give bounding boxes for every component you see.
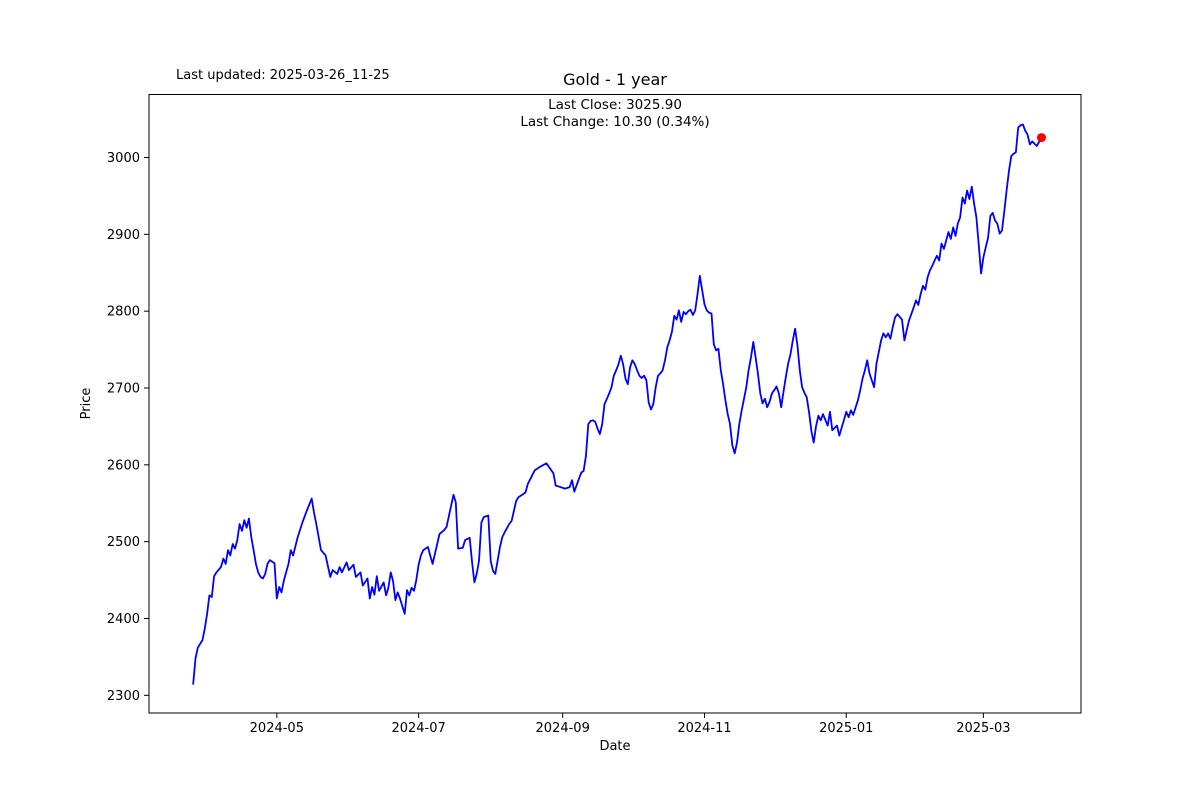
x-tick-label: 2025-03 [956, 721, 1010, 736]
last-updated-annotation: Last updated: 2025-03-26_11-25 [176, 68, 390, 83]
y-tick-label: 2700 [107, 381, 140, 396]
price-line [192, 123, 1043, 685]
plot-frame [148, 94, 1082, 714]
y-tick-label: 2600 [107, 458, 140, 473]
x-tick-label: 2025-01 [819, 721, 873, 736]
y-axis-ticks: 2300 2400 2500 2600 2700 2800 2900 3000 [107, 151, 149, 704]
last-close-annotation: Last Close: 3025.90 [548, 97, 682, 113]
y-tick-label: 2500 [107, 535, 140, 550]
last-close-marker [1037, 133, 1046, 143]
x-tick-label: 2024-07 [391, 721, 445, 736]
y-tick-label: 2300 [107, 689, 140, 704]
x-tick-label: 2024-05 [250, 721, 304, 736]
chart-title: Gold - 1 year [563, 70, 667, 89]
y-tick-label: 2900 [107, 228, 140, 243]
x-axis-ticks: 2024-05 2024-07 2024-09 2024-11 2025-01 2025-… [250, 713, 1011, 736]
x-axis-label: Date [599, 739, 630, 754]
y-tick-label: 3000 [107, 151, 140, 166]
y-tick-label: 2400 [107, 612, 140, 627]
x-tick-label: 2024-11 [677, 721, 731, 736]
price-line-series [192, 123, 1046, 685]
x-tick-label: 2024-09 [536, 721, 590, 736]
y-tick-label: 2800 [107, 305, 140, 320]
y-axis-label: Price [79, 388, 94, 420]
last-change-annotation: Last Change: 10.30 (0.34%) [520, 114, 710, 130]
